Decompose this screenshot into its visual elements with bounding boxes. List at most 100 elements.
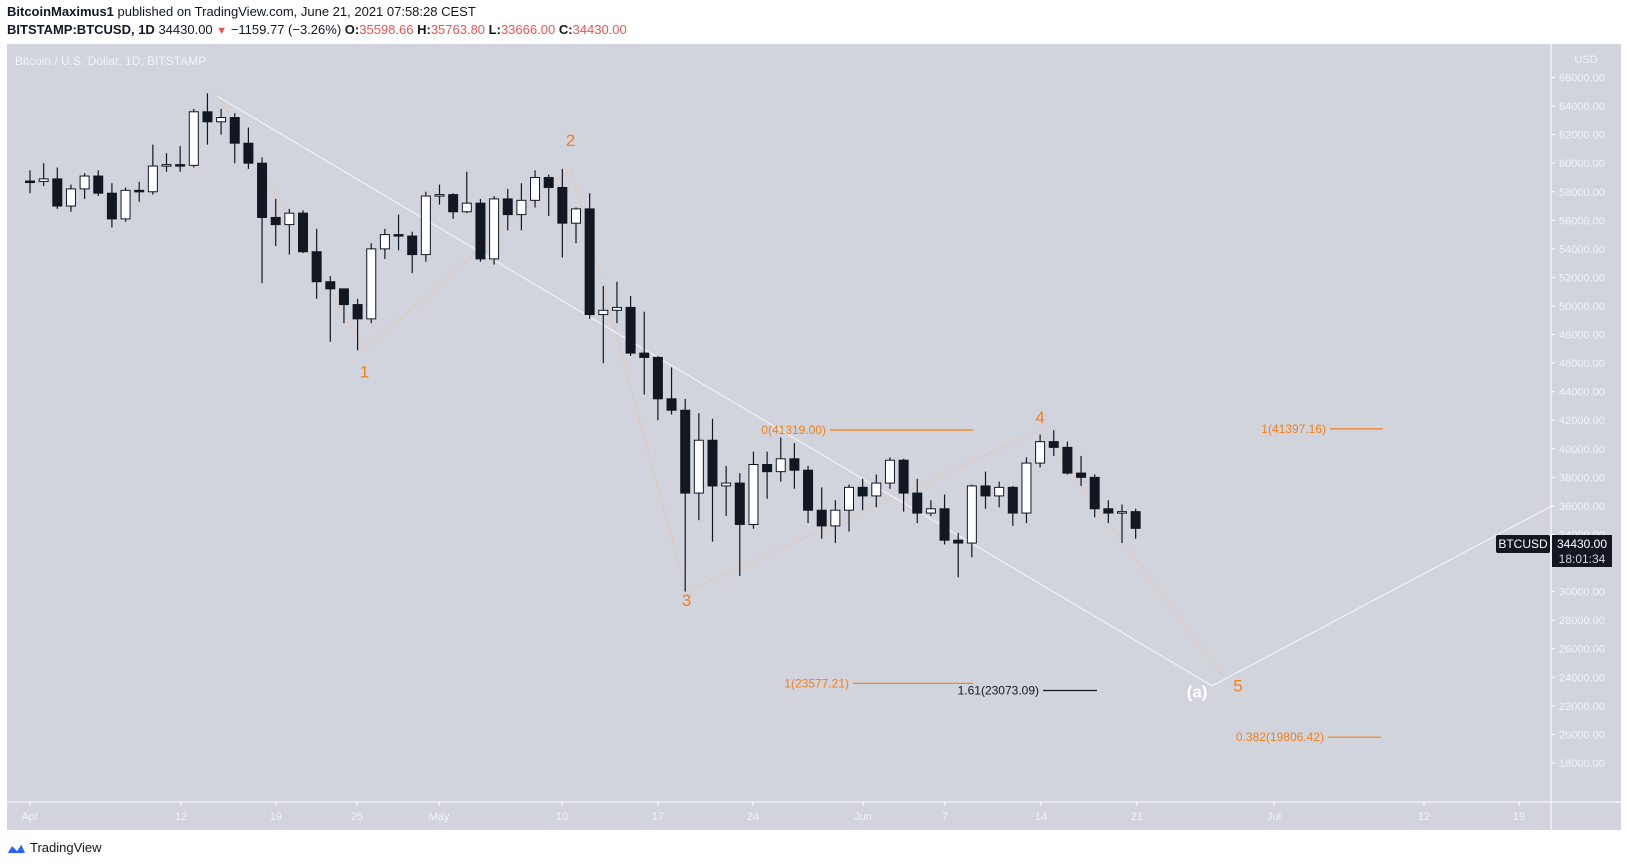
candle[interactable] bbox=[953, 533, 964, 578]
footer-brand[interactable]: TradingView bbox=[6, 840, 102, 855]
candle[interactable] bbox=[1076, 455, 1087, 486]
candle[interactable] bbox=[530, 170, 541, 208]
candle[interactable] bbox=[106, 183, 117, 228]
projection-line[interactable] bbox=[1211, 505, 1553, 687]
candle[interactable] bbox=[489, 196, 500, 265]
candle[interactable] bbox=[598, 286, 609, 364]
candle[interactable] bbox=[65, 184, 76, 212]
time-axis[interactable]: Apr 12 19 25 May 10 17 24 Jun 7 14 21 Jul 12 19 bbox=[21, 802, 1525, 823]
candle[interactable] bbox=[625, 296, 636, 356]
candle[interactable] bbox=[884, 457, 895, 489]
candle[interactable] bbox=[366, 243, 377, 324]
candle[interactable] bbox=[298, 210, 308, 254]
candle[interactable] bbox=[1007, 485, 1018, 526]
candle[interactable] bbox=[707, 418, 718, 542]
candle[interactable] bbox=[830, 500, 841, 544]
fib-level[interactable]: 1(41397.16) bbox=[1261, 422, 1383, 436]
candle[interactable] bbox=[325, 276, 336, 342]
candle[interactable] bbox=[420, 191, 431, 262]
candle[interactable] bbox=[175, 146, 186, 172]
candle[interactable] bbox=[502, 188, 513, 231]
candle[interactable] bbox=[147, 144, 158, 195]
candle[interactable] bbox=[775, 437, 786, 482]
candle[interactable] bbox=[1048, 430, 1059, 456]
candle[interactable] bbox=[202, 93, 213, 145]
candle[interactable] bbox=[925, 500, 936, 516]
candle[interactable] bbox=[1130, 508, 1141, 539]
candle[interactable] bbox=[666, 367, 677, 415]
candle[interactable] bbox=[789, 443, 800, 489]
candle[interactable] bbox=[693, 413, 704, 521]
candle[interactable] bbox=[898, 458, 909, 512]
candle[interactable] bbox=[516, 183, 527, 231]
candle[interactable] bbox=[407, 231, 418, 274]
candle[interactable] bbox=[980, 471, 991, 509]
candle[interactable] bbox=[257, 157, 268, 284]
candle[interactable] bbox=[1062, 441, 1073, 475]
candle[interactable] bbox=[93, 170, 104, 197]
candle[interactable] bbox=[25, 170, 35, 194]
fib-level[interactable]: 1(23577.21) bbox=[784, 676, 973, 690]
symbol-tag: BTCUSD bbox=[1498, 537, 1548, 551]
candle[interactable] bbox=[461, 171, 472, 214]
candle[interactable] bbox=[120, 187, 131, 222]
price-tick-label: 36000.00 bbox=[1559, 501, 1605, 513]
time-tick-label: Jul bbox=[1267, 811, 1281, 823]
price-change: −1159.77 (−3.26%) bbox=[230, 22, 342, 37]
candle[interactable] bbox=[912, 478, 923, 524]
candle[interactable] bbox=[311, 228, 322, 299]
candle[interactable] bbox=[966, 484, 977, 558]
candle[interactable] bbox=[270, 198, 281, 247]
candle[interactable] bbox=[1103, 500, 1114, 524]
candle[interactable] bbox=[611, 281, 622, 324]
fib-level[interactable]: 1.61(23073.09) bbox=[958, 684, 1097, 698]
candle[interactable] bbox=[475, 198, 486, 262]
candle[interactable] bbox=[379, 228, 390, 259]
candle[interactable] bbox=[1117, 504, 1127, 544]
candle[interactable] bbox=[243, 127, 254, 169]
candle[interactable] bbox=[844, 484, 854, 532]
candle[interactable] bbox=[639, 311, 650, 395]
candle[interactable] bbox=[803, 465, 814, 524]
fibonacci-levels[interactable]: 0(41319.00) 1(23577.21) 1.61(23073.09) 1(41… bbox=[761, 422, 1383, 744]
candle[interactable] bbox=[557, 168, 568, 258]
candle[interactable] bbox=[748, 451, 759, 529]
candle[interactable] bbox=[38, 163, 49, 187]
candle[interactable] bbox=[216, 108, 227, 135]
candle[interactable] bbox=[52, 167, 63, 209]
candle[interactable] bbox=[939, 494, 950, 545]
candle[interactable] bbox=[734, 473, 745, 576]
candle[interactable] bbox=[352, 298, 363, 351]
candle[interactable] bbox=[448, 193, 459, 219]
candle[interactable] bbox=[543, 174, 554, 217]
candle[interactable] bbox=[584, 193, 595, 319]
candle[interactable] bbox=[393, 214, 404, 251]
time-tick-label: 10 bbox=[556, 811, 568, 823]
candle[interactable] bbox=[652, 355, 663, 421]
candle[interactable] bbox=[680, 398, 691, 592]
fib-level[interactable]: 0(41319.00) bbox=[761, 423, 973, 437]
candle[interactable] bbox=[571, 207, 581, 244]
candle[interactable] bbox=[857, 478, 868, 511]
candle[interactable] bbox=[79, 173, 90, 199]
candle[interactable] bbox=[161, 153, 172, 172]
candle[interactable] bbox=[871, 474, 882, 508]
candle[interactable] bbox=[994, 481, 1005, 508]
candle[interactable] bbox=[188, 108, 199, 168]
candle[interactable] bbox=[762, 451, 773, 499]
candle[interactable] bbox=[229, 113, 240, 164]
candle[interactable] bbox=[434, 184, 445, 205]
candle[interactable] bbox=[1035, 434, 1046, 468]
candle[interactable] bbox=[816, 487, 827, 539]
candle[interactable] bbox=[1089, 474, 1100, 518]
candle[interactable] bbox=[284, 208, 295, 255]
resistance-line[interactable] bbox=[216, 95, 1213, 687]
author-name[interactable]: BitcoinMaximus1 bbox=[7, 4, 114, 19]
candle[interactable] bbox=[1021, 457, 1032, 524]
candle[interactable] bbox=[721, 465, 732, 516]
candle[interactable] bbox=[134, 181, 145, 202]
fib-level[interactable]: 0.382(19806.42) bbox=[1236, 730, 1381, 744]
candle[interactable] bbox=[338, 288, 349, 324]
candlestick-series[interactable] bbox=[25, 93, 1141, 592]
